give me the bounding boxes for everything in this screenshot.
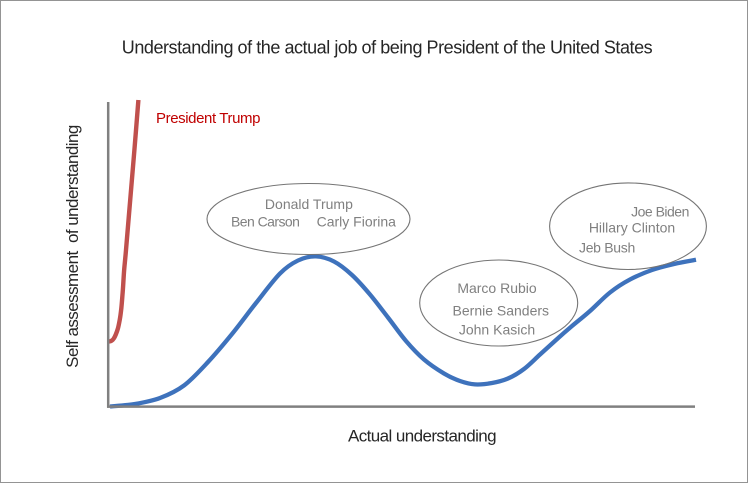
svg-text:John Kasich: John Kasich — [459, 321, 535, 337]
svg-text:Carly Fiorina: Carly Fiorina — [317, 214, 397, 230]
svg-text:Self assessment of understand: Self assessment of understanding — [63, 125, 82, 368]
svg-text:Joe Biden: Joe Biden — [631, 203, 689, 219]
svg-text:Bernie Sanders: Bernie Sanders — [453, 303, 550, 319]
svg-text:President Trump: President Trump — [156, 110, 260, 127]
svg-text:Hillary Clinton: Hillary Clinton — [589, 220, 675, 236]
svg-text:Actual understanding: Actual understanding — [348, 427, 496, 446]
svg-text:Donald Trump: Donald Trump — [265, 196, 353, 212]
svg-text:Marco Rubio: Marco Rubio — [457, 280, 537, 296]
svg-text:Ben Carson: Ben Carson — [231, 214, 299, 230]
svg-text:Understanding of the actual jo: Understanding of the actual job of being… — [122, 37, 653, 57]
svg-text:Jeb Bush: Jeb Bush — [579, 240, 635, 256]
